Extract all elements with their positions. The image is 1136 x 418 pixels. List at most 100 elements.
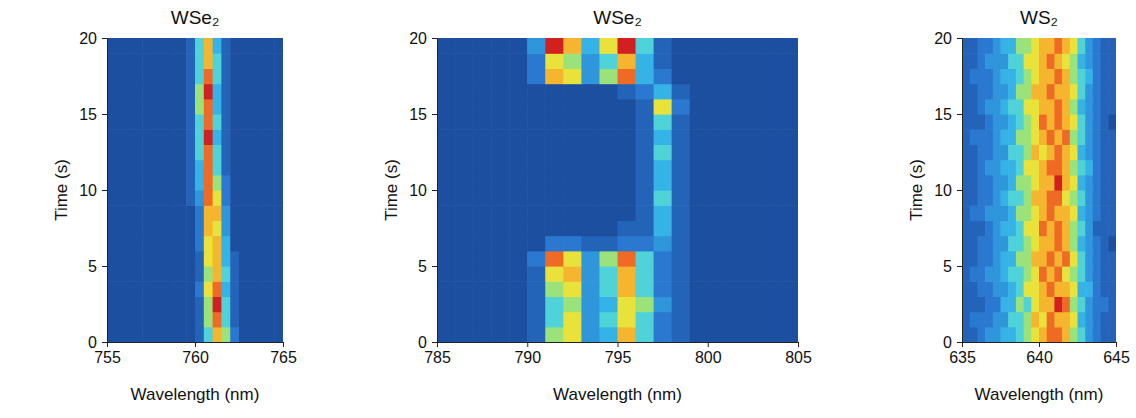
heatmap-cell bbox=[204, 251, 213, 267]
heatmap-cell bbox=[1016, 251, 1024, 267]
heatmap-cell bbox=[1101, 327, 1109, 342]
heatmap-cell bbox=[239, 296, 248, 312]
heatmap-cell bbox=[509, 99, 528, 115]
heatmap-cell bbox=[455, 236, 474, 252]
heatmap-cell bbox=[221, 205, 230, 221]
heatmap-cell bbox=[599, 144, 618, 160]
heatmap-cell bbox=[186, 114, 195, 130]
heatmap-cell bbox=[473, 220, 492, 236]
heatmap-cell bbox=[636, 236, 655, 252]
heatmap-cell bbox=[527, 312, 546, 328]
heatmap-cell bbox=[248, 236, 257, 252]
x-axis-title: Wavelength (nm) bbox=[131, 385, 260, 404]
heatmap-cell bbox=[993, 99, 1001, 115]
heatmap-cell bbox=[527, 129, 546, 145]
heatmap-cell bbox=[151, 251, 160, 267]
heatmap-cell bbox=[274, 175, 283, 191]
tick-mark bbox=[962, 342, 963, 347]
heatmap-cell bbox=[177, 296, 186, 312]
heatmap-cell bbox=[726, 220, 745, 236]
heatmap-cell bbox=[177, 266, 186, 282]
tick-label: 640 bbox=[1026, 349, 1053, 366]
heatmap-cell bbox=[239, 281, 248, 297]
heatmap-cell bbox=[654, 175, 673, 191]
heatmap-cell bbox=[780, 38, 798, 54]
heatmap-cell bbox=[1039, 281, 1047, 297]
heatmap-cell bbox=[993, 190, 1001, 206]
heatmap-cell bbox=[151, 296, 160, 312]
heatmap-cell bbox=[654, 190, 673, 206]
heatmap-cell bbox=[257, 266, 266, 282]
heatmap-cell bbox=[265, 312, 274, 328]
heatmap-cell bbox=[618, 175, 637, 191]
heatmap-cell bbox=[1039, 220, 1047, 236]
tick: 755 bbox=[94, 342, 121, 366]
heatmap-cell bbox=[1093, 220, 1101, 236]
heatmap-cell bbox=[970, 175, 978, 191]
heatmap-cell bbox=[455, 99, 474, 115]
heatmap-cell bbox=[762, 84, 781, 100]
tick: 790 bbox=[514, 342, 541, 366]
heatmap-cell bbox=[527, 251, 546, 267]
tick-mark bbox=[432, 114, 437, 115]
heatmap-cell bbox=[563, 84, 582, 100]
heatmap-cell bbox=[1001, 312, 1009, 328]
heatmap-cell bbox=[962, 296, 970, 312]
heatmap-cell bbox=[455, 312, 474, 328]
heatmap-cell bbox=[491, 38, 510, 54]
heatmap-cell bbox=[1093, 190, 1101, 206]
heatmap-cell bbox=[491, 205, 510, 221]
heatmap-cell bbox=[107, 175, 116, 191]
tick-label: 760 bbox=[182, 349, 209, 366]
heatmap-cell bbox=[257, 236, 266, 252]
heatmap-cell bbox=[509, 266, 528, 282]
heatmap-cell bbox=[1054, 327, 1062, 342]
heatmap-cell bbox=[473, 296, 492, 312]
tick-mark bbox=[432, 190, 437, 191]
heatmap-cell bbox=[1093, 266, 1101, 282]
heatmap-cell bbox=[1016, 281, 1024, 297]
heatmap-cell bbox=[1016, 175, 1024, 191]
heatmap-cell bbox=[239, 190, 248, 206]
heatmap-cell bbox=[125, 190, 134, 206]
heatmap-cell bbox=[195, 160, 204, 176]
heatmap-cell bbox=[221, 236, 230, 252]
heatmap-cell bbox=[993, 144, 1001, 160]
heatmap-cell bbox=[125, 175, 134, 191]
heatmap-cell bbox=[1054, 114, 1062, 130]
heatmap-cell bbox=[1001, 220, 1009, 236]
heatmap-cell bbox=[985, 190, 993, 206]
heatmap-cell bbox=[618, 190, 637, 206]
heatmap-cell bbox=[1062, 68, 1070, 84]
tick-label: 785 bbox=[424, 349, 451, 366]
heatmap-cell bbox=[636, 68, 655, 84]
heatmap-cell bbox=[708, 68, 727, 84]
heatmap-cell bbox=[636, 53, 655, 69]
heatmap-cell bbox=[1031, 53, 1039, 69]
y-axis: 05101520 bbox=[934, 30, 962, 351]
heatmap-cell bbox=[962, 114, 970, 130]
heatmap-cell bbox=[1070, 68, 1078, 84]
heatmap-cell bbox=[151, 220, 160, 236]
heatmap-cell bbox=[726, 266, 745, 282]
heatmap-cell bbox=[116, 266, 125, 282]
heatmap-cell bbox=[437, 251, 456, 267]
heatmap-cell bbox=[1031, 296, 1039, 312]
heatmap-cell bbox=[1008, 144, 1016, 160]
heatmap-cell bbox=[116, 38, 125, 54]
heatmap-cell bbox=[618, 236, 637, 252]
heatmap-cell bbox=[142, 312, 151, 328]
heatmap-cell bbox=[1008, 160, 1016, 176]
heatmap-cell bbox=[274, 220, 283, 236]
heatmap-cell bbox=[1070, 175, 1078, 191]
heatmap-cell bbox=[107, 220, 116, 236]
heatmap-cell bbox=[1039, 312, 1047, 328]
heatmap-cell bbox=[780, 205, 798, 221]
heatmap-cell bbox=[599, 266, 618, 282]
heatmap-cell bbox=[1108, 312, 1116, 328]
heatmap-cell bbox=[125, 205, 134, 221]
heatmap-cell bbox=[970, 281, 978, 297]
heatmap-cell bbox=[107, 312, 116, 328]
heatmap-cell bbox=[545, 296, 564, 312]
heatmap-cell bbox=[618, 327, 637, 342]
